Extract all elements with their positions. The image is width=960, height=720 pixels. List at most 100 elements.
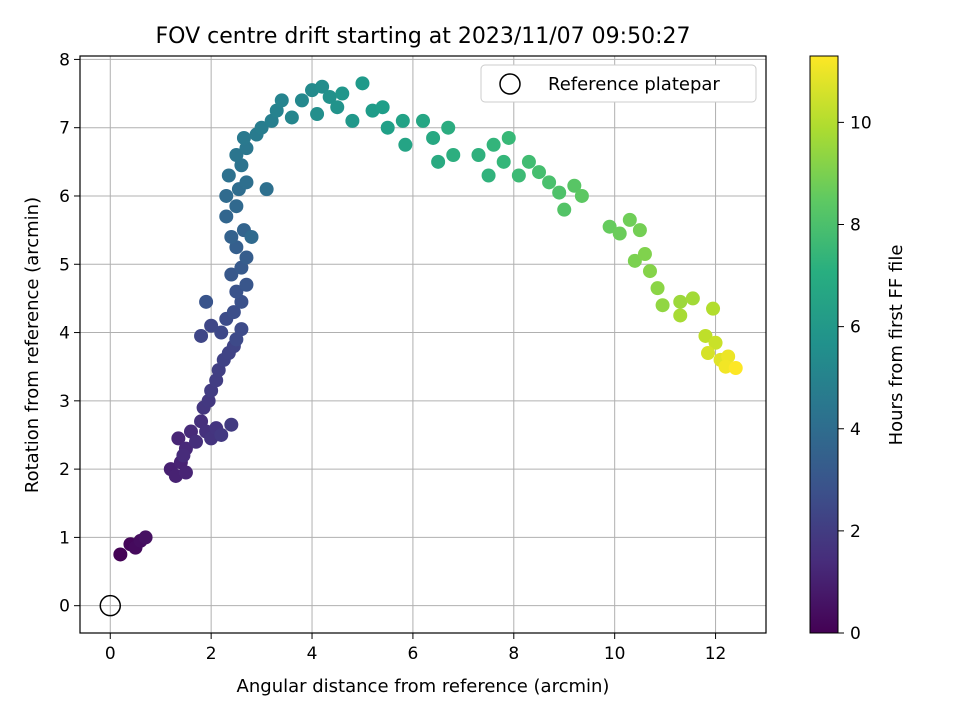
colorbar-tick-label: 6: [850, 318, 861, 338]
x-tick-label: 4: [307, 644, 318, 664]
data-point: [236, 130, 251, 145]
data-point: [355, 76, 370, 91]
data-point: [398, 137, 413, 152]
data-point: [567, 178, 582, 193]
x-tick-label: 8: [508, 644, 519, 664]
data-point: [612, 226, 627, 241]
data-point: [700, 346, 715, 361]
data-point: [632, 223, 647, 238]
y-tick-label: 5: [59, 255, 70, 275]
data-point: [178, 465, 193, 480]
legend-reference-label: Reference platepar: [548, 74, 720, 95]
data-point: [511, 168, 526, 183]
data-point: [602, 219, 617, 234]
data-point: [380, 120, 395, 135]
colorbar-tick-label: 4: [850, 420, 861, 440]
y-tick-label: 3: [59, 392, 70, 412]
data-point: [345, 113, 360, 128]
data-points: [99, 76, 743, 617]
data-point: [557, 202, 572, 217]
data-point: [189, 434, 204, 449]
data-point: [224, 229, 239, 244]
legend: Reference platepar: [480, 64, 757, 103]
colorbar-tick-label: 0: [850, 624, 861, 644]
data-point: [673, 294, 688, 309]
y-tick-label: 0: [59, 597, 70, 617]
legend-reference-marker: [499, 73, 521, 95]
data-point: [229, 284, 244, 299]
data-point: [685, 291, 700, 306]
data-point: [244, 229, 259, 244]
data-point: [310, 107, 325, 122]
y-tick-label: 6: [59, 187, 70, 207]
data-point: [481, 168, 496, 183]
data-point: [284, 110, 299, 125]
data-point: [673, 308, 688, 323]
data-point: [496, 154, 511, 169]
data-point: [574, 188, 589, 203]
data-point: [627, 253, 642, 268]
y-tick-label: 8: [59, 50, 70, 70]
colorbar-label: Hours from first FF file: [886, 245, 907, 446]
data-point: [315, 79, 330, 94]
y-axis-ticks: 0 1 2 3 4 5 6 7 8: [59, 50, 80, 617]
data-point: [113, 547, 128, 562]
data-point: [728, 361, 743, 376]
x-tick-label: 10: [604, 644, 626, 664]
data-point: [229, 199, 244, 214]
data-point: [416, 113, 430, 128]
data-point: [199, 294, 214, 309]
colorbar-ticks: 0 2 4 6 8 10: [838, 113, 872, 644]
data-point: [375, 100, 390, 115]
y-tick-label: 4: [59, 324, 70, 344]
data-point: [322, 89, 337, 104]
data-point: [441, 120, 456, 135]
data-point: [214, 325, 229, 340]
colorbar-tick-label: 8: [850, 216, 861, 236]
data-point: [224, 267, 239, 282]
data-point: [214, 427, 229, 442]
colorbar-gradient: [809, 55, 839, 634]
data-point: [219, 209, 234, 224]
x-tick-label: 6: [407, 644, 418, 664]
data-point: [239, 250, 254, 265]
data-point: [171, 431, 186, 446]
x-tick-label: 0: [105, 644, 116, 664]
data-point: [229, 148, 244, 163]
data-point: [259, 182, 274, 197]
data-point: [706, 301, 721, 316]
x-axis-ticks: 0 2 4 6 8 10 12: [105, 633, 727, 664]
x-tick-label: 2: [206, 644, 217, 664]
data-point: [708, 335, 723, 350]
x-axis-label: Angular distance from reference (arcmin): [237, 676, 610, 697]
plot-frame: [79, 55, 767, 634]
data-point: [650, 281, 665, 296]
x-tick-label: 12: [705, 644, 727, 664]
data-point: [637, 247, 652, 262]
data-point: [224, 417, 239, 432]
data-point: [642, 264, 657, 279]
grid-lines: [80, 56, 766, 633]
colorbar-tick-label: 10: [850, 113, 872, 133]
data-point: [698, 328, 713, 343]
data-point: [219, 188, 234, 203]
data-point: [221, 168, 236, 183]
chart-title: FOV centre drift starting at 2023/11/07 …: [156, 24, 691, 49]
data-point: [239, 175, 254, 190]
colorbar-tick-label: 2: [850, 522, 861, 542]
data-point: [194, 328, 209, 343]
data-point: [532, 165, 547, 180]
y-tick-label: 1: [59, 528, 70, 548]
data-point: [335, 86, 350, 101]
data-point: [552, 185, 567, 200]
data-point: [254, 120, 269, 135]
data-point: [239, 277, 254, 292]
data-point: [521, 154, 536, 169]
data-point: [446, 148, 461, 163]
colorbar: 0 2 4 6 8 10 Hours from first FF file: [809, 55, 907, 644]
data-point: [294, 93, 309, 108]
data-point: [274, 93, 289, 108]
data-point: [542, 175, 557, 190]
data-point: [330, 100, 345, 115]
